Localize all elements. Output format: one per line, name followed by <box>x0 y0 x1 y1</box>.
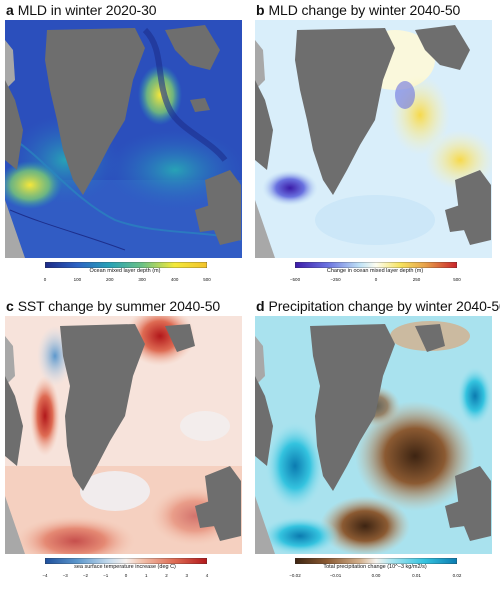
colorbar-tick-label: 0 <box>124 573 128 578</box>
colorbar-tick-label: 2 <box>165 573 168 578</box>
panel-title-text: SST change by summer 2040-50 <box>17 298 221 314</box>
panel-title: b MLD change by winter 2040-50 <box>256 2 460 18</box>
colorbar-tick-label: 300 <box>138 277 146 282</box>
colorbar-tick-label: 500 <box>453 277 461 282</box>
colorbar-tick-label: 250 <box>412 277 421 282</box>
map-sst-change <box>5 316 242 554</box>
panel-title: d Precipitation change by winter 2040-50 <box>256 298 500 314</box>
panel-title: a MLD in winter 2020-30 <box>6 2 157 18</box>
colorbar-ticks: −4 −3 −2 −1 0 1 2 3 4 <box>42 573 209 581</box>
colorbar-label: Total precipitation change (10^−3 kg/m2/… <box>323 564 427 570</box>
colorbar-tick-label: −2 <box>82 573 89 578</box>
colorbar-tick-label: 0.02 <box>452 573 462 578</box>
map-precip-change <box>255 316 492 554</box>
colorbar-tick-label: 400 <box>170 277 179 282</box>
colorbar-ticks: −500 −250 0 250 500 <box>290 277 461 285</box>
colorbar-label: Change in ocean mixed layer depth (m) <box>326 268 424 274</box>
colorbar-tick-label: −250 <box>330 277 341 282</box>
colorbar-tick-label: 0 <box>43 277 47 282</box>
colorbar-tick-label: 4 <box>205 573 209 578</box>
colorbar-tick-label: −0.02 <box>289 573 301 578</box>
map-mld-winter <box>5 20 242 258</box>
panel-letter: c <box>6 298 14 314</box>
panel-title-text: MLD in winter 2020-30 <box>17 2 157 18</box>
panel-d: d Precipitation change by winter 2040-50 <box>250 296 500 592</box>
panel-title-text: MLD change by winter 2040-50 <box>268 2 461 18</box>
panel-letter: b <box>256 2 265 18</box>
panel-c: c SST change by summer 2040-50 <box>0 296 250 592</box>
colorbar-tick-label: −4 <box>42 573 48 578</box>
colorbar-mld-change <box>295 262 457 268</box>
panel-title-text: Precipitation change by winter 2040-50 <box>268 298 500 314</box>
panel-title: c SST change by summer 2040-50 <box>6 298 220 314</box>
colorbar-ticks: −0.02 −0.01 0.00 0.01 0.02 <box>289 573 461 581</box>
map-mld-change <box>255 20 492 258</box>
colorbar-precip <box>295 558 457 564</box>
colorbar-tick-label: 3 <box>185 573 189 578</box>
colorbar-tick-label: −0.01 <box>329 573 342 578</box>
colorbar-tick-label: 0.00 <box>371 573 381 578</box>
colorbar-tick-label: −3 <box>62 573 68 578</box>
colorbar-tick-label: −500 <box>289 277 301 282</box>
colorbar-tick-label: 0 <box>374 277 378 282</box>
colorbar-tick-label: 1 <box>144 573 148 578</box>
colorbar-ticks: 0 100 200 300 400 500 <box>43 277 211 285</box>
colorbar-tick-label: 200 <box>106 277 114 282</box>
panel-letter: a <box>6 2 14 18</box>
colorbar-tick-label: 500 <box>203 277 211 282</box>
colorbar-tick-label: 100 <box>73 277 82 282</box>
colorbar-label: sea surface temperature increase (deg C) <box>74 564 176 570</box>
colorbar-tick-label: 0.01 <box>412 573 421 578</box>
colorbar-tick-label: −1 <box>103 573 109 578</box>
panel-a: a MLD in winter 2020-30 <box>0 0 250 296</box>
colorbar-mld <box>45 262 207 268</box>
colorbar-sst <box>45 558 207 564</box>
colorbar-label: Ocean mixed layer depth (m) <box>89 268 161 274</box>
panel-b: b MLD change by winter 2040-50 <box>250 0 500 296</box>
panel-letter: d <box>256 298 265 314</box>
